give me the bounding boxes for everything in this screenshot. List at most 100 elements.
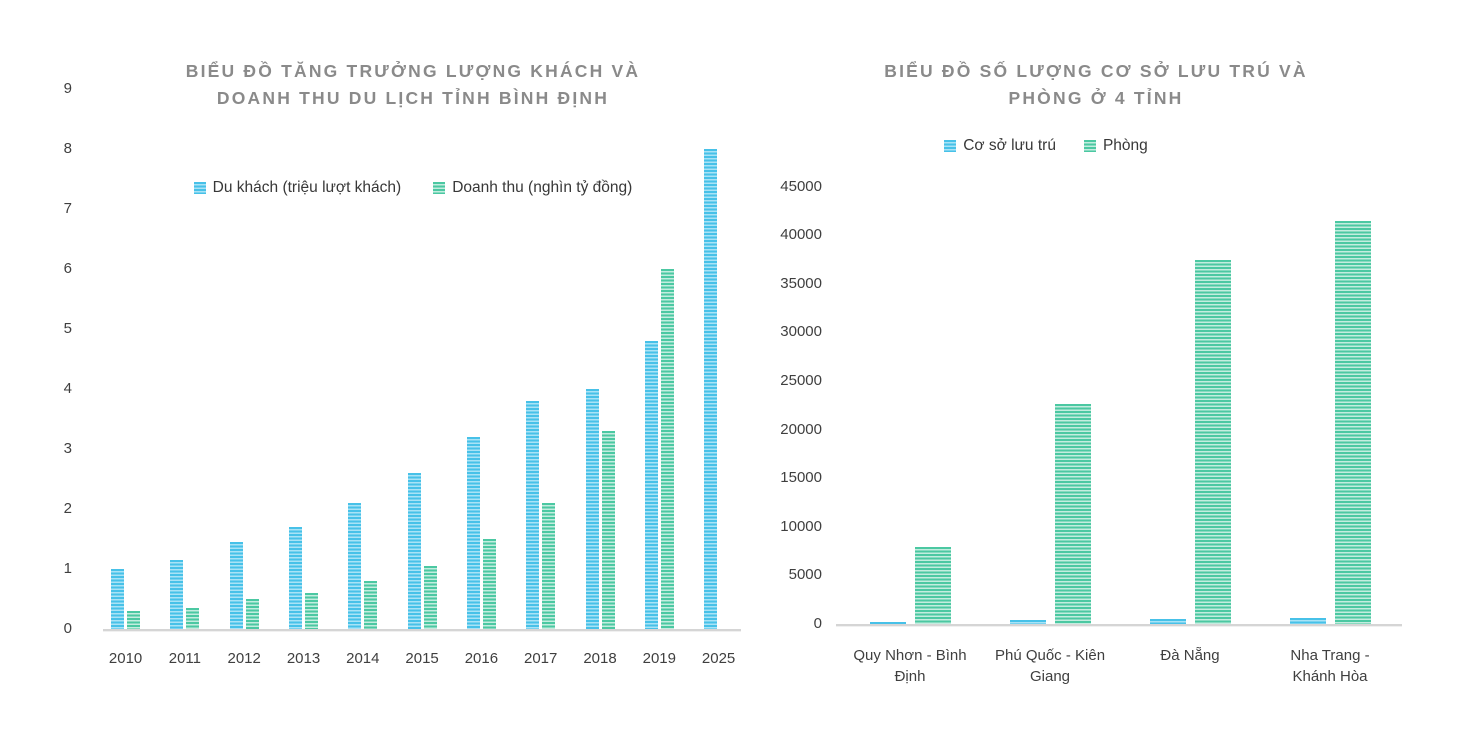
x-axis-line <box>836 624 1402 626</box>
x-category-label-line: Đà Nẵng <box>1160 647 1220 664</box>
x-category-label: Phú Quốc - Kiên Giang <box>970 645 1130 687</box>
x-category-label: 2010 <box>97 648 154 669</box>
bar-series1-2014 <box>364 581 378 629</box>
bar-series1-2019 <box>660 269 674 629</box>
x-category-label: Đà Nẵng <box>1110 645 1270 666</box>
legend-label: Cơ sở lưu trú <box>963 137 1056 154</box>
x-category-label: 2018 <box>572 648 629 669</box>
bar-series1-2012 <box>245 599 259 629</box>
x-category-label-line: Nha Trang - <box>1290 647 1370 664</box>
y-tick-label: 2 <box>63 500 72 517</box>
x-category-label-line: Phú Quốc - Kiên <box>994 647 1106 664</box>
x-category-label: 2025 <box>690 648 747 669</box>
y-tick-label: 20000 <box>780 420 822 438</box>
x-category-label-line: 2011 <box>168 650 202 667</box>
y-tick-label: 3 <box>63 440 72 457</box>
bar-series0-2014 <box>348 503 362 629</box>
x-category-label: 2019 <box>631 648 688 669</box>
y-tick-label: 5 <box>63 320 72 337</box>
bar-series0-Quy Nhơn - Bình Định <box>869 621 906 624</box>
x-category-label-line: 2019 <box>642 650 676 667</box>
y-tick-label: 4 <box>63 380 72 397</box>
legend-item-doanh-thu: Doanh thu (nghìn tỷ đồng) <box>433 179 632 197</box>
bar-series1-2017 <box>542 503 556 629</box>
bar-series0-2011 <box>170 560 184 629</box>
x-category-label-line: 2018 <box>583 650 617 667</box>
x-category-label-line: 2010 <box>108 650 143 667</box>
legend-swatch-icon <box>193 182 206 194</box>
x-category-label: 2017 <box>512 648 569 669</box>
x-category-label: 2011 <box>156 648 213 669</box>
bar-series1-Quy Nhơn - Bình Định <box>914 547 951 624</box>
bar-series0-Nha Trang - Khánh Hòa <box>1289 618 1326 624</box>
bar-series1-Nha Trang - Khánh Hòa <box>1334 220 1371 624</box>
x-category-label-line: 2014 <box>346 650 380 667</box>
x-category-label: 2012 <box>216 648 273 669</box>
bar-series1-2015 <box>423 566 437 629</box>
legend-swatch-icon <box>1083 140 1096 152</box>
x-category-label: 2014 <box>334 648 391 669</box>
bar-series0-2015 <box>407 473 421 629</box>
chart-title-line1: BIỂU ĐỒ TĂNG TRƯỞNG LƯỢNG KHÁCH VÀ <box>185 61 641 81</box>
bar-series0-Phú Quốc - Kiên Giang <box>1009 619 1046 624</box>
x-category-label-line: 2016 <box>464 650 499 667</box>
legend-label: Phòng <box>1102 137 1148 154</box>
chart-title: BIỂU ĐỒ TĂNG TRƯỞNG LƯỢNG KHÁCH VÀ DOANH… <box>103 58 723 112</box>
legend: Cơ sở lưu trú Phòng <box>766 137 1326 155</box>
chart-title-line2: PHÒNG Ở 4 TỈNH <box>1008 88 1184 108</box>
x-category-label: Nha Trang - Khánh Hòa <box>1250 645 1410 687</box>
x-category-label-line: Giang <box>1029 668 1071 685</box>
y-tick-label: 5000 <box>788 566 822 584</box>
x-category-label-line: Khánh Hòa <box>1292 668 1368 685</box>
x-category-label-line: 2015 <box>405 650 439 667</box>
bar-series0-2012 <box>229 542 243 629</box>
legend-item-phong: Phòng <box>1083 137 1148 155</box>
legend: Du khách (triệu lượt khách) Doanh thu (n… <box>103 179 723 197</box>
bar-series0-2013 <box>289 527 302 629</box>
y-tick-label: 15000 <box>780 469 822 487</box>
bar-series0-2018 <box>585 389 599 629</box>
bar-series1-2010 <box>127 611 141 629</box>
legend-label: Du khách (triệu lượt khách) <box>212 179 402 196</box>
y-tick-label: 1 <box>63 560 72 577</box>
y-tick-label: 7 <box>63 200 72 217</box>
y-tick-label: 30000 <box>780 323 822 341</box>
bar-series1-2011 <box>186 608 200 629</box>
bar-series0-2010 <box>111 569 125 629</box>
legend-label: Doanh thu (nghìn tỷ đồng) <box>452 179 633 196</box>
y-tick-label: 25000 <box>780 372 822 389</box>
x-category-label: 2015 <box>394 648 451 669</box>
y-tick-label: 10000 <box>780 517 822 535</box>
bar-series0-2025 <box>704 149 718 629</box>
legend-item-du-khach: Du khách (triệu lượt khách) <box>193 179 402 197</box>
y-tick-label: 0 <box>813 615 822 632</box>
legend-item-co-so-luu-tru: Cơ sở lưu trú <box>944 137 1056 155</box>
x-category-label-line: Quy Nhơn - Bình <box>853 647 967 664</box>
bar-series0-2017 <box>526 401 540 629</box>
bar-series1-2018 <box>601 431 615 629</box>
chart-title: BIỂU ĐỒ SỐ LƯỢNG CƠ SỞ LƯU TRÚ VÀ PHÒNG … <box>816 58 1376 112</box>
y-tick-label: 40000 <box>780 226 822 244</box>
y-tick-label: 35000 <box>780 274 822 292</box>
x-category-label-line: 2017 <box>524 650 558 667</box>
x-category-label-line: 2012 <box>227 650 261 667</box>
y-tick-label: 8 <box>63 140 72 157</box>
legend-swatch-icon <box>944 140 957 152</box>
bar-series0-2016 <box>466 437 480 629</box>
bar-series1-Phú Quốc - Kiên Giang <box>1054 404 1091 624</box>
bar-series1-2016 <box>482 539 496 629</box>
x-category-label-line: 2025 <box>701 650 736 667</box>
y-tick-label: 6 <box>63 260 72 277</box>
y-tick-label: 0 <box>63 620 72 637</box>
chart-title-line2: DOANH THU DU LỊCH TỈNH BÌNH ĐỊNH <box>216 88 610 108</box>
x-category-label-line: 2013 <box>286 650 321 667</box>
y-tick-label: 45000 <box>780 177 822 195</box>
legend-swatch-icon <box>433 182 446 194</box>
bar-series0-Đà Nẵng <box>1149 618 1186 624</box>
x-axis-line <box>103 629 741 631</box>
y-tick-label: 9 <box>63 80 72 97</box>
x-category-label-line: Định <box>894 668 926 685</box>
x-category-label: 2013 <box>275 648 332 669</box>
bar-series1-2013 <box>305 593 318 629</box>
